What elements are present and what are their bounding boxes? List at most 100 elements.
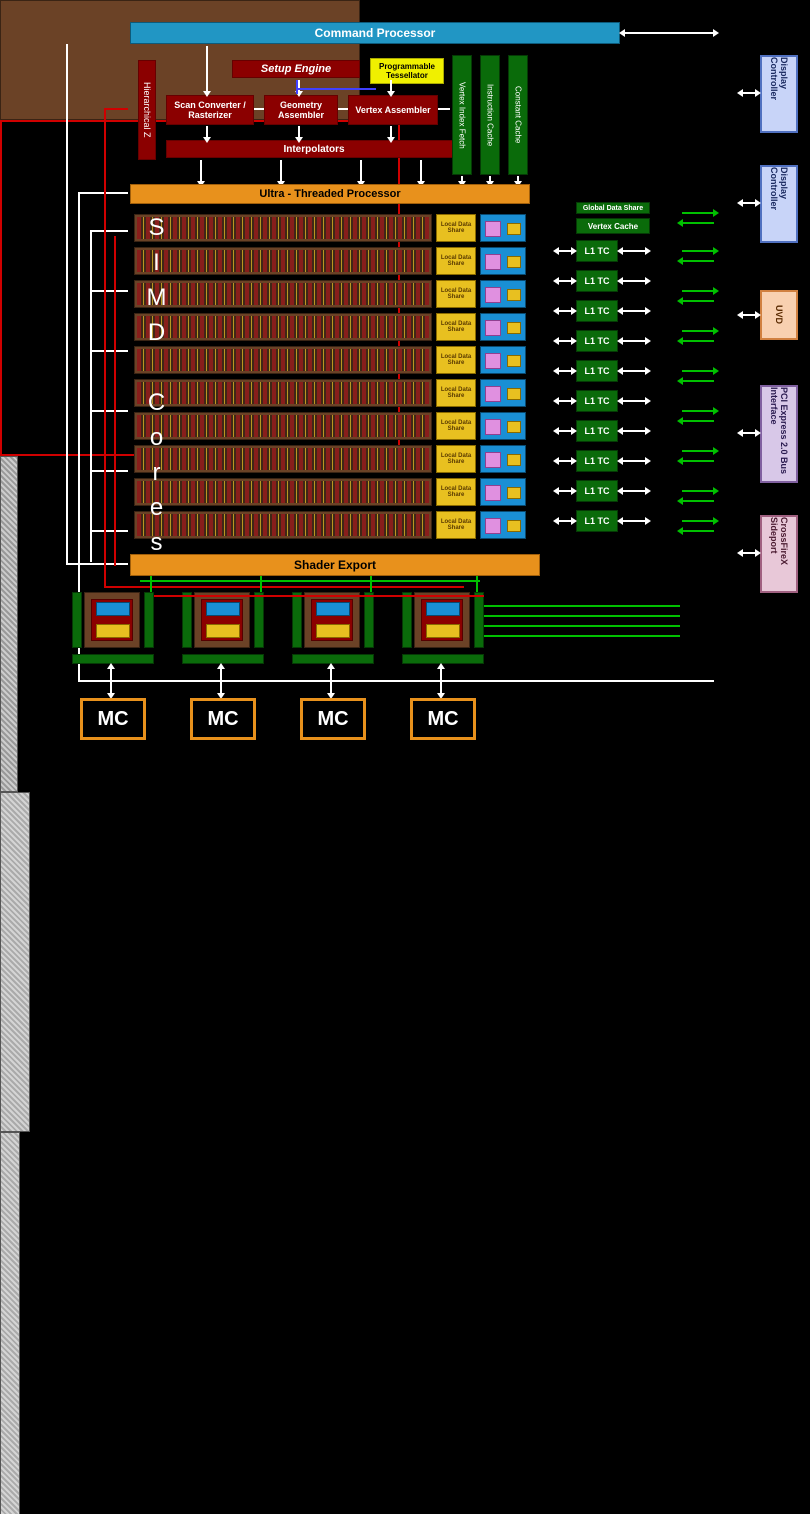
l1-tc: L1 TC: [576, 510, 618, 532]
arrow: [440, 668, 442, 694]
texture-unit: [480, 280, 526, 308]
route-green: [150, 576, 152, 592]
l1-tc: L1 TC: [576, 420, 618, 442]
arrow: [558, 460, 572, 462]
blue-connector: [296, 88, 376, 90]
display-controller-1: Display Controller: [760, 55, 798, 133]
setup-engine-label: Setup Engine: [261, 63, 331, 75]
uvd: UVD: [760, 290, 798, 340]
route-green: [484, 635, 680, 637]
l1-tc: L1 TC: [576, 450, 618, 472]
arrow: [200, 160, 202, 182]
setup-engine: Setup Engine: [232, 60, 360, 78]
vert-label: Vertex Assembler: [355, 105, 430, 115]
l2-cache: [364, 592, 374, 648]
simd-row: [134, 280, 432, 308]
arrow: [110, 668, 112, 694]
green-arrow: [682, 450, 714, 452]
green-arrow: [682, 340, 714, 342]
local-data-share: Local Data Share: [436, 280, 476, 308]
l1-tc: L1 TC: [576, 270, 618, 292]
command-processor: Command Processor: [130, 22, 620, 44]
arrow: [330, 668, 332, 694]
l1-tc: L1 TC: [576, 300, 618, 322]
rbe-unit: [72, 592, 154, 664]
route-green: [260, 576, 262, 592]
l1-tc: L1 TC: [576, 360, 618, 382]
interp-label: Interpolators: [283, 144, 344, 155]
data-request-bus-label: Data Request Bus: [540, 300, 551, 386]
arrow: [390, 80, 392, 92]
route-green: [370, 576, 372, 592]
ultra-threaded-processor: Ultra - Threaded Processor: [130, 184, 530, 204]
local-data-share: Local Data Share: [436, 379, 476, 407]
arrow: [558, 340, 572, 342]
green-arrow: [682, 300, 714, 302]
hierarchical-z-label: Hierarchical Z: [142, 82, 152, 138]
blue-connector: [296, 80, 298, 94]
route-white: [90, 530, 128, 532]
arrow: [360, 160, 362, 182]
arrow: [298, 126, 300, 138]
memory-controller: MC: [190, 698, 256, 740]
local-data-share: Local Data Share: [436, 412, 476, 440]
arrow: [206, 46, 208, 92]
arrow: [742, 92, 756, 94]
green-arrow: [682, 420, 714, 422]
arrow: [622, 520, 646, 522]
l1-tc: L1 TC: [576, 240, 618, 262]
texture-unit: [480, 247, 526, 275]
memory-controller: MC: [410, 698, 476, 740]
route-white: [78, 192, 128, 194]
stencil-cache: [402, 592, 412, 648]
simd-row: [134, 214, 432, 242]
route-red: [104, 108, 128, 110]
pci-express: PCI Express 2.0 Bus Interface: [760, 385, 798, 483]
arrow-cmd-hub: [624, 32, 714, 34]
stencil-cache: [292, 592, 302, 648]
arrow: [517, 176, 519, 182]
green-arrow: [682, 290, 714, 292]
route-green: [484, 615, 680, 617]
texture-unit: [480, 379, 526, 407]
route-white: [90, 290, 128, 292]
simd-row: [134, 412, 432, 440]
simd-row: [134, 511, 432, 539]
texture-unit: [480, 445, 526, 473]
command-processor-label: Command Processor: [315, 26, 436, 40]
arrow: [558, 280, 572, 282]
stencil-cache: [182, 592, 192, 648]
route-white: [78, 680, 714, 682]
arrow: [461, 176, 463, 182]
route-white: [90, 410, 128, 412]
hierarchical-z: Hierarchical Z: [138, 60, 156, 160]
local-data-share: Local Data Share: [436, 478, 476, 506]
arrow: [489, 176, 491, 182]
green-arrow: [682, 330, 714, 332]
green-arrow: [682, 250, 714, 252]
route-white: [90, 350, 128, 352]
texture-unit: [480, 511, 526, 539]
l2-cache: [474, 592, 484, 648]
arrow: [742, 314, 756, 316]
arrow: [420, 160, 422, 182]
vertex-cache: Vertex Cache: [576, 218, 650, 234]
green-arrow: [682, 410, 714, 412]
arrow: [742, 202, 756, 204]
route-white: [90, 470, 128, 472]
arrow: [338, 108, 348, 110]
vertex-index-fetch: Vertex Index Fetch: [452, 55, 472, 175]
green-arrow: [682, 460, 714, 462]
crossbar: [0, 792, 30, 1132]
memory-controller: MC: [300, 698, 366, 740]
texture-unit: [480, 478, 526, 506]
route-green: [140, 580, 480, 582]
l1-tc: L1 TC: [576, 390, 618, 412]
arrow: [622, 460, 646, 462]
texture-unit: [480, 412, 526, 440]
route-red: [114, 236, 116, 566]
route-green: [484, 605, 680, 607]
arrow: [622, 370, 646, 372]
arrow: [558, 370, 572, 372]
crossbar-label: Crossbar: [653, 340, 665, 388]
